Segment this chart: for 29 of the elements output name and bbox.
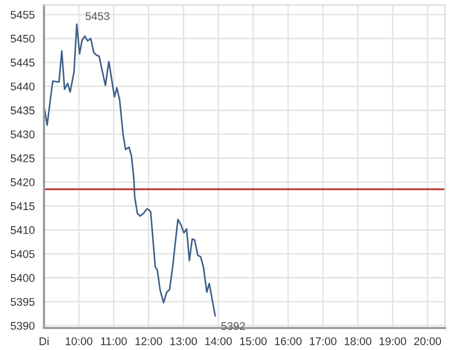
x-tick-label: 19:00	[380, 337, 406, 346]
y-tick-label: 5435	[10, 106, 35, 114]
x-tick-label: 17:00	[310, 337, 336, 346]
y-tick-label: 5450	[10, 34, 35, 43]
y-tick-label: 5455	[10, 10, 35, 19]
y-tick-label: 5425	[10, 154, 35, 162]
y-tick-label: 5415	[10, 202, 35, 210]
y-tick-label: 5445	[10, 58, 35, 67]
y-tick-label: 5400	[10, 274, 35, 282]
line-series	[44, 23, 216, 317]
x-tick-label: 10:00	[66, 337, 92, 346]
y-tick-label: 5405	[10, 250, 35, 258]
y-tick-label: 5390	[10, 322, 35, 330]
annotation: 5453	[86, 12, 110, 20]
x-tick-label: 14:00	[205, 337, 232, 346]
y-tick-label: 5440	[10, 82, 35, 90]
x-tick-label: 11:00	[101, 337, 127, 346]
x-tick-label: 12:00	[136, 337, 162, 346]
y-tick-label: 5395	[10, 298, 35, 306]
x-tick-label: 18:00	[344, 337, 372, 346]
y-tick-label: 5420	[10, 178, 35, 186]
annotation: 5392	[221, 322, 245, 330]
x-tick-label: Di	[40, 337, 48, 346]
x-tick-label: 13:00	[170, 337, 197, 346]
y-tick-label: 5410	[10, 226, 35, 234]
x-tick-label: 20:00	[414, 337, 442, 346]
x-tick-label: 15:00	[240, 337, 267, 346]
y-tick-label: 5430	[10, 130, 35, 138]
x-tick-label: 16:00	[275, 337, 302, 346]
